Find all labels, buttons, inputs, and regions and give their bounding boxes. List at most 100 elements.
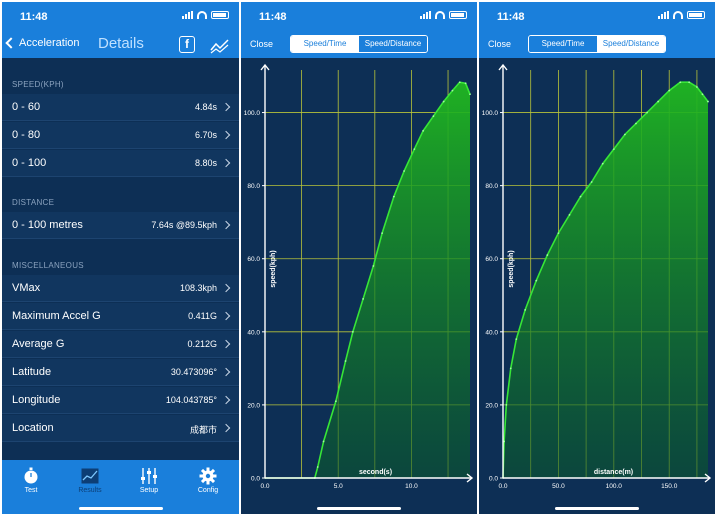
row-value: 108.3kph (179, 283, 217, 293)
signal-icon (658, 11, 669, 19)
chevron-right-icon (221, 220, 231, 230)
chart-icon (81, 468, 99, 484)
row-value: 成都市 (189, 425, 217, 435)
data-point (623, 133, 626, 136)
chevron-right-icon (221, 283, 231, 293)
wifi-icon (673, 11, 683, 19)
tab-test-label: Test (24, 487, 38, 494)
signal-icon (420, 11, 431, 19)
data-point (362, 298, 365, 300)
speed-row[interactable]: 0 - 100 8.80s (2, 150, 239, 177)
data-point (464, 82, 467, 85)
wifi-icon (435, 11, 445, 19)
data-point (422, 129, 425, 132)
facebook-share-icon[interactable]: f (179, 36, 195, 53)
chevron-right-icon (221, 311, 231, 321)
data-point (688, 81, 691, 84)
home-indicator[interactable] (555, 507, 639, 510)
segment-speed-time[interactable]: Speed/Time (291, 36, 359, 52)
x-tick-label: 150.0 (661, 483, 678, 490)
status-time: 11:48 (497, 11, 525, 23)
tab-results[interactable]: Results (65, 465, 115, 494)
misc-row[interactable]: Maximum Accel G 0.411G (2, 303, 239, 330)
close-button[interactable]: Close (488, 39, 512, 49)
y-tick-label: 0.0 (251, 476, 260, 483)
segment-speed-time[interactable]: Speed/Time (529, 36, 597, 52)
y-tick-label: 100.0 (482, 110, 499, 117)
back-button[interactable]: Acceleration (5, 37, 80, 49)
back-label: Acceleration (19, 37, 80, 49)
status-bar: 11:48 (2, 2, 239, 30)
page-title: Details (98, 35, 144, 52)
segment-speed-distance[interactable]: Speed/Distance (359, 36, 427, 52)
stopwatch-icon (24, 467, 38, 484)
y-axis-arrow (260, 63, 270, 71)
gear-icon (199, 467, 217, 485)
data-point (568, 213, 571, 216)
speed-distance-screen: 11:48 Close Speed/Time Speed/Distance 0.… (479, 2, 715, 514)
tab-config[interactable]: Config (183, 465, 233, 494)
data-point (557, 232, 560, 235)
misc-row[interactable]: VMax 108.3kph (2, 275, 239, 302)
data-point (701, 93, 704, 96)
y-axis-label: speed(kph) (270, 250, 277, 287)
y-tick-label: 40.0 (247, 329, 260, 336)
speed-line (265, 81, 471, 479)
misc-row[interactable]: Longitude 104.043785° (2, 387, 239, 414)
chart-mode-segmented-control: Speed/Time Speed/Distance (528, 35, 666, 53)
row-label: 0 - 60 (12, 101, 41, 113)
data-point (679, 81, 682, 84)
speed-row[interactable]: 0 - 60 4.84s (2, 94, 239, 121)
chevron-right-icon (221, 339, 231, 349)
data-point (612, 148, 615, 150)
data-point (601, 162, 604, 165)
speed-row[interactable]: 0 - 80 6.70s (2, 122, 239, 149)
data-point (458, 81, 461, 84)
segment-speed-distance[interactable]: Speed/Distance (597, 36, 665, 52)
misc-row[interactable]: Latitude 30.473096° (2, 359, 239, 386)
row-value: 6.70s (194, 130, 217, 140)
row-label: 0 - 80 (12, 129, 41, 141)
home-indicator[interactable] (317, 507, 401, 510)
tab-config-label: Config (197, 487, 219, 494)
data-point (635, 122, 637, 125)
misc-row[interactable]: Average G 0.212G (2, 331, 239, 358)
details-screen: 11:48 Acceleration Details f SPEED(KPH) … (2, 2, 239, 514)
x-tick-label: 0.0 (498, 483, 507, 490)
data-point (535, 279, 538, 282)
speed-area (265, 82, 470, 479)
row-value: 30.473096° (170, 367, 217, 377)
data-point (451, 89, 454, 92)
distance-row[interactable]: 0 - 100 metres 7.64s @89.5kph (2, 212, 239, 239)
tab-test[interactable]: Test (6, 465, 56, 494)
section-misc-header: MISCELLANEOUS (12, 261, 84, 270)
x-tick-label: 0.0 (260, 483, 269, 490)
row-label: Latitude (12, 366, 52, 378)
data-point (381, 232, 384, 235)
battery-icon (211, 11, 229, 19)
speed-time-screen: 11:48 Close Speed/Time Speed/Distance 0.… (241, 2, 477, 514)
chart-toggle-icon[interactable] (210, 36, 230, 54)
close-button[interactable]: Close (250, 39, 274, 49)
row-value: 0.411G (188, 311, 217, 321)
x-tick-label: 10.0 (405, 483, 418, 490)
speed-line (502, 81, 709, 479)
row-value: 104.043785° (165, 395, 217, 405)
row-label: Average G (12, 338, 65, 350)
data-point (372, 265, 375, 267)
data-point (590, 181, 593, 183)
wifi-icon (197, 11, 207, 19)
tab-setup[interactable]: Setup (124, 465, 174, 494)
row-value: 8.80s (194, 158, 217, 168)
data-point (657, 100, 660, 103)
chevron-right-icon (221, 158, 231, 168)
chevron-right-icon (221, 423, 231, 433)
data-point (696, 86, 698, 88)
chevron-left-icon (5, 37, 17, 49)
misc-row[interactable]: Location 成都市 (2, 415, 239, 442)
sliders-icon (141, 468, 157, 484)
y-tick-label: 40.0 (485, 329, 498, 336)
y-axis-arrow (498, 63, 508, 71)
y-tick-label: 80.0 (247, 183, 260, 190)
home-indicator[interactable] (78, 507, 163, 510)
